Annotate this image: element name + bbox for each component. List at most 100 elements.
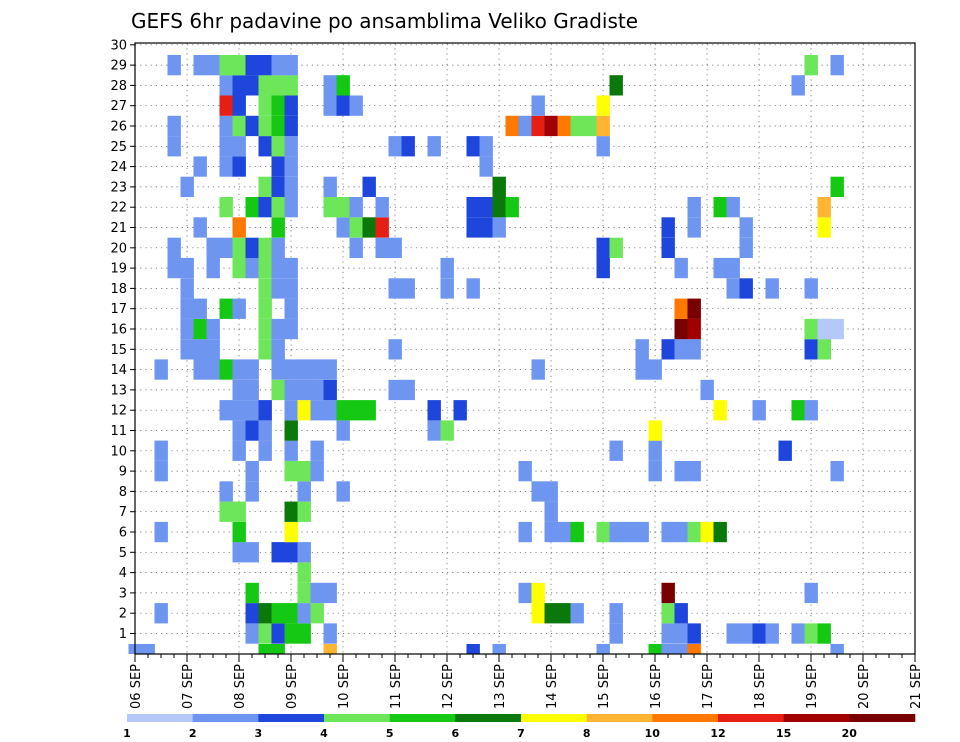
heatmap-cell bbox=[323, 176, 337, 197]
heatmap-cell bbox=[245, 379, 259, 401]
heatmap-cell bbox=[752, 623, 766, 644]
heatmap-cell bbox=[648, 440, 662, 461]
heatmap-cell bbox=[700, 379, 714, 401]
heatmap-cell bbox=[271, 623, 285, 644]
heatmap-cell bbox=[687, 644, 701, 654]
heatmap-cell bbox=[804, 582, 818, 604]
heatmap-cell bbox=[219, 75, 233, 96]
heatmap-cell bbox=[232, 379, 246, 401]
heatmap-cell bbox=[232, 217, 246, 238]
heatmap-cell bbox=[284, 298, 298, 319]
heatmap-cell bbox=[531, 95, 545, 116]
heatmap-cell bbox=[271, 603, 285, 624]
heatmap-cell bbox=[440, 278, 454, 299]
y-tick-label: 12 bbox=[110, 404, 127, 419]
x-tick-label: 14 SEP bbox=[545, 664, 560, 709]
heatmap-cell bbox=[596, 115, 610, 137]
colorbar-tick-label: 5 bbox=[386, 727, 394, 740]
heatmap-cell bbox=[310, 461, 324, 482]
heatmap-cell bbox=[232, 440, 246, 461]
heatmap-cell bbox=[206, 318, 220, 340]
heatmap-cell bbox=[609, 623, 623, 644]
heatmap-cell bbox=[817, 318, 831, 340]
x-tick-label: 13 SEP bbox=[493, 664, 508, 709]
heatmap-cell bbox=[284, 440, 298, 461]
heatmap-cell bbox=[297, 603, 311, 624]
heatmap-cell bbox=[739, 217, 753, 238]
heatmap-cell bbox=[661, 521, 675, 543]
heatmap-cell bbox=[232, 521, 246, 543]
heatmap-cell bbox=[609, 75, 623, 96]
colorbar-swatch bbox=[521, 714, 587, 722]
heatmap-cell bbox=[284, 318, 298, 340]
heatmap-cell bbox=[492, 197, 506, 218]
heatmap-cell bbox=[518, 521, 532, 543]
heatmap-cell bbox=[817, 339, 831, 360]
heatmap-cell bbox=[687, 339, 701, 360]
heatmap-cell bbox=[752, 400, 766, 421]
heatmap-cell bbox=[362, 400, 376, 421]
heatmap-cell bbox=[271, 217, 285, 238]
y-tick-label: 22 bbox=[110, 201, 127, 216]
heatmap-cell bbox=[206, 257, 220, 279]
heatmap-cell bbox=[141, 644, 155, 654]
heatmap-cell bbox=[596, 237, 610, 258]
heatmap-cell bbox=[206, 359, 220, 380]
heatmap-cell bbox=[271, 75, 285, 96]
heatmap-cell bbox=[804, 400, 818, 421]
heatmap-cell bbox=[323, 623, 337, 644]
heatmap-cell bbox=[258, 257, 272, 279]
heatmap-cell bbox=[167, 237, 181, 258]
heatmap-cell bbox=[661, 237, 675, 258]
x-axis-ticks: 06 SEP 07 SEP 08 SEP 09 SEP 10 SEP 11 SEP 12 S… bbox=[129, 654, 924, 709]
heatmap-cell bbox=[245, 420, 259, 441]
heatmap-cell bbox=[765, 623, 779, 644]
heatmap-cell bbox=[570, 603, 584, 624]
heatmap-cell bbox=[271, 115, 285, 137]
heatmap-cell bbox=[284, 379, 298, 401]
colorbar-tick-label: 1 bbox=[123, 727, 131, 740]
heatmap-cell bbox=[739, 237, 753, 258]
heatmap-cell bbox=[297, 501, 311, 522]
heatmap-cell bbox=[284, 136, 298, 157]
heatmap-cell bbox=[232, 501, 246, 522]
colorbar-swatch bbox=[389, 714, 456, 722]
colorbar-swatch bbox=[324, 714, 390, 722]
heatmap-cell bbox=[284, 75, 298, 96]
heatmap-cell bbox=[271, 257, 285, 279]
heatmap-cell bbox=[323, 359, 337, 380]
x-tick-label: 19 SEP bbox=[805, 664, 820, 709]
heatmap-cell bbox=[427, 400, 441, 421]
colorbar-tick-label: 3 bbox=[254, 727, 262, 740]
heatmap-cell bbox=[323, 400, 337, 421]
colorbar-swatch bbox=[586, 714, 653, 722]
heatmap-cell bbox=[505, 197, 519, 218]
heatmap-cell bbox=[284, 542, 298, 563]
heatmap-cell bbox=[297, 461, 311, 482]
x-tick-label: 12 SEP bbox=[441, 664, 456, 709]
heatmap-cell bbox=[570, 115, 584, 137]
y-tick-label: 9 bbox=[119, 465, 127, 480]
heatmap-cell bbox=[830, 55, 844, 76]
heatmap-cell bbox=[687, 298, 701, 319]
y-tick-label: 4 bbox=[119, 566, 127, 581]
heatmap-cell bbox=[687, 217, 701, 238]
heatmap-cell bbox=[167, 115, 181, 137]
heatmap-cell bbox=[258, 136, 272, 157]
heatmap-cell bbox=[258, 176, 272, 197]
colorbar-swatch bbox=[652, 714, 719, 722]
y-tick-label: 23 bbox=[110, 180, 127, 195]
heatmap-cell bbox=[388, 379, 402, 401]
heatmap-cell bbox=[284, 176, 298, 197]
heatmap-cell bbox=[596, 521, 610, 543]
heatmap-cell bbox=[297, 582, 311, 604]
heatmap-cell bbox=[661, 582, 675, 604]
heatmap-cell bbox=[167, 257, 181, 279]
heatmap-cell bbox=[349, 400, 363, 421]
heatmap-cell bbox=[258, 115, 272, 137]
heatmap-cell bbox=[284, 420, 298, 441]
heatmap-cell bbox=[531, 603, 545, 624]
x-tick-label: 16 SEP bbox=[649, 664, 664, 709]
heatmap-cell bbox=[661, 623, 675, 644]
heatmap-cell bbox=[284, 197, 298, 218]
